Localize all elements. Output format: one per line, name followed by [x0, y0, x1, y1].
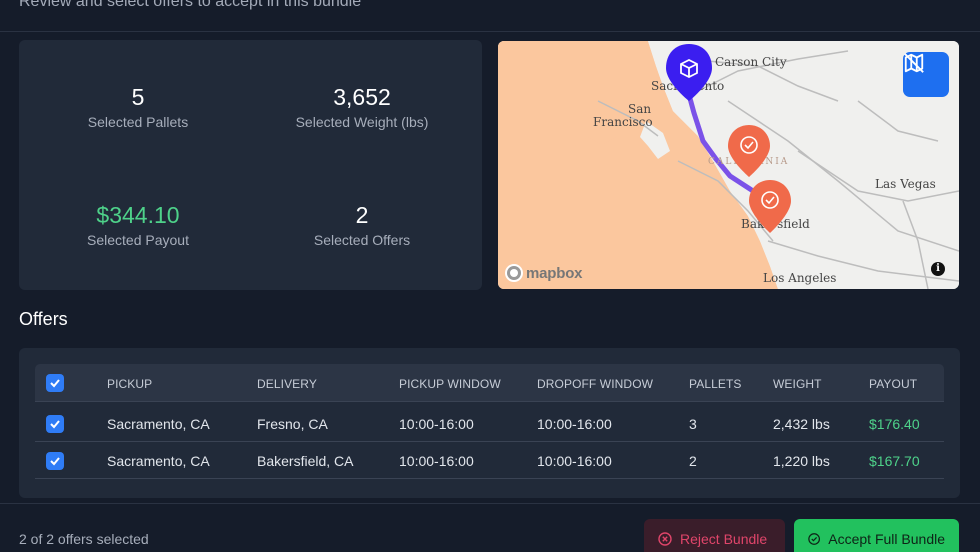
cell-pickup: Sacramento, CA	[107, 453, 210, 469]
summary-card: 5 Selected Pallets 3,652 Selected Weight…	[19, 40, 482, 290]
origin-pin[interactable]	[666, 44, 712, 101]
column-header-payout[interactable]: PAYOUT	[869, 377, 918, 391]
cell-delivery: Bakersfield, CA	[257, 453, 354, 469]
selection-status: 2 of 2 offers selected	[19, 531, 149, 547]
column-header-pallets[interactable]: PALLETS	[689, 377, 742, 391]
selected-pallets-label: Selected Pallets	[87, 114, 189, 130]
check-icon	[765, 196, 775, 205]
map-label-san: San	[628, 102, 651, 116]
route-map[interactable]: Carson City Sacramento San Francisco CAL…	[498, 41, 959, 289]
map-toggle-button[interactable]	[903, 52, 949, 97]
info-icon[interactable]: i	[931, 262, 945, 276]
checkmark-icon	[50, 420, 60, 429]
reject-bundle-button[interactable]: Reject Bundle	[644, 519, 785, 552]
cell-payout: $167.70	[869, 453, 920, 469]
selected-offers-label: Selected Offers	[313, 232, 411, 248]
selected-offers-value: 2	[355, 202, 369, 228]
check-icon	[744, 141, 754, 150]
column-header-dropoff-window[interactable]: DROPOFF WINDOW	[537, 377, 654, 391]
stop-pin-fresno[interactable]	[728, 125, 770, 177]
map-canvas[interactable]: Carson City Sacramento San Francisco CAL…	[498, 41, 959, 289]
mapbox-logo[interactable]: mapbox	[505, 264, 583, 282]
select-all-checkbox[interactable]	[46, 374, 64, 392]
circle-check-icon	[808, 533, 821, 545]
selected-payout-label: Selected Payout	[87, 232, 189, 248]
page-subtitle: Review and select offers to accept in th…	[19, 0, 362, 10]
cell-pickup-window: 10:00-16:00	[399, 453, 474, 469]
map-label-las-vegas: Las Vegas	[875, 177, 936, 191]
cell-pallets: 2	[689, 453, 697, 469]
cell-payout: $176.40	[869, 416, 920, 432]
cell-weight: 2,432 lbs	[773, 416, 830, 432]
offers-title: Offers	[19, 309, 68, 329]
column-header-pickup[interactable]: PICKUP	[107, 377, 153, 391]
row-checkbox[interactable]	[46, 415, 64, 433]
column-header-weight[interactable]: WEIGHT	[773, 377, 822, 391]
top-divider	[0, 31, 980, 32]
selected-payout-value: $344.10	[96, 202, 180, 228]
cell-pickup-window: 10:00-16:00	[399, 416, 474, 432]
cell-dropoff-window: 10:00-16:00	[537, 416, 612, 432]
table-header: PICKUP DELIVERY PICKUP WINDOW DROPOFF WI…	[35, 364, 944, 402]
accept-bundle-label: Accept Full Bundle	[828, 531, 945, 547]
map-label-los-angeles: Los Angeles	[763, 271, 836, 285]
map-off-icon	[904, 53, 924, 73]
map-label-carson-city: Carson City	[715, 55, 787, 69]
cell-pickup: Sacramento, CA	[107, 416, 210, 432]
checkmark-icon	[50, 379, 60, 388]
cell-weight: 1,220 lbs	[773, 453, 830, 469]
cell-pallets: 3	[689, 416, 697, 432]
offers-table: PICKUP DELIVERY PICKUP WINDOW DROPOFF WI…	[19, 348, 960, 498]
selected-weight-label: Selected Weight (lbs)	[295, 114, 429, 130]
package-icon	[680, 58, 698, 79]
checkmark-icon	[50, 457, 60, 466]
column-header-pickup-window[interactable]: PICKUP WINDOW	[399, 377, 501, 391]
stat-selected-offers: 2 Selected Offers	[262, 202, 462, 248]
stat-selected-pallets: 5 Selected Pallets	[38, 84, 238, 130]
accept-bundle-button[interactable]: Accept Full Bundle	[794, 519, 959, 552]
footer-divider	[0, 503, 980, 504]
map-label-francisco: Francisco	[593, 115, 653, 129]
selected-weight-value: 3,652	[333, 84, 391, 110]
reject-bundle-label: Reject Bundle	[680, 531, 768, 547]
cell-delivery: Fresno, CA	[257, 416, 328, 432]
column-header-delivery[interactable]: DELIVERY	[257, 377, 317, 391]
stop-pin-bakersfield[interactable]	[749, 180, 791, 233]
stat-selected-weight: 3,652 Selected Weight (lbs)	[262, 84, 462, 130]
selected-pallets-value: 5	[131, 84, 145, 110]
circle-x-icon	[658, 532, 672, 546]
table-row[interactable]: Sacramento, CA Fresno, CA 10:00-16:00 10…	[35, 406, 944, 442]
stat-selected-payout: $344.10 Selected Payout	[38, 202, 238, 248]
cell-dropoff-window: 10:00-16:00	[537, 453, 612, 469]
row-checkbox[interactable]	[46, 452, 64, 470]
table-row[interactable]: Sacramento, CA Bakersfield, CA 10:00-16:…	[35, 443, 944, 479]
mapbox-icon	[505, 264, 523, 282]
